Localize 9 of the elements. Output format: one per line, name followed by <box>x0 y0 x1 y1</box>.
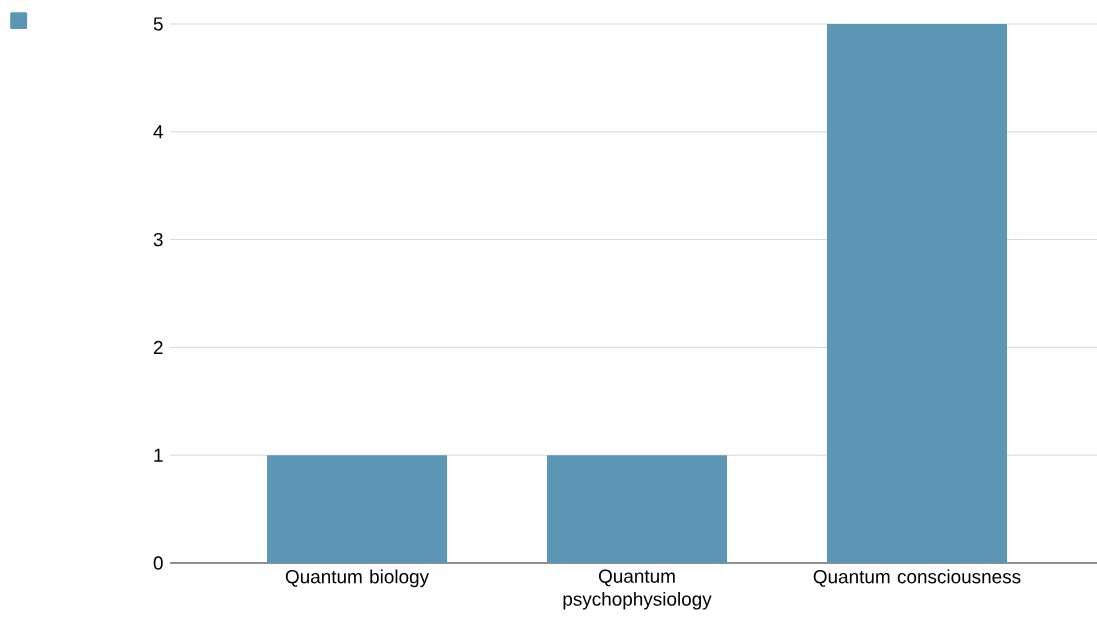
x-tick-label: Quantum psychophysiology <box>563 569 712 610</box>
x-tick-label: Quantum consciousness <box>813 569 1021 587</box>
y-tick-label: 5 <box>153 17 163 31</box>
y-tick-label: 0 <box>153 556 163 570</box>
y-tick-label: 3 <box>153 232 163 247</box>
y-tick-label: 4 <box>153 125 163 139</box>
y-tick-label: 2 <box>153 340 163 354</box>
y-tick-label: 1 <box>154 448 163 462</box>
x-tick-label: Quantum biology <box>285 569 430 588</box>
